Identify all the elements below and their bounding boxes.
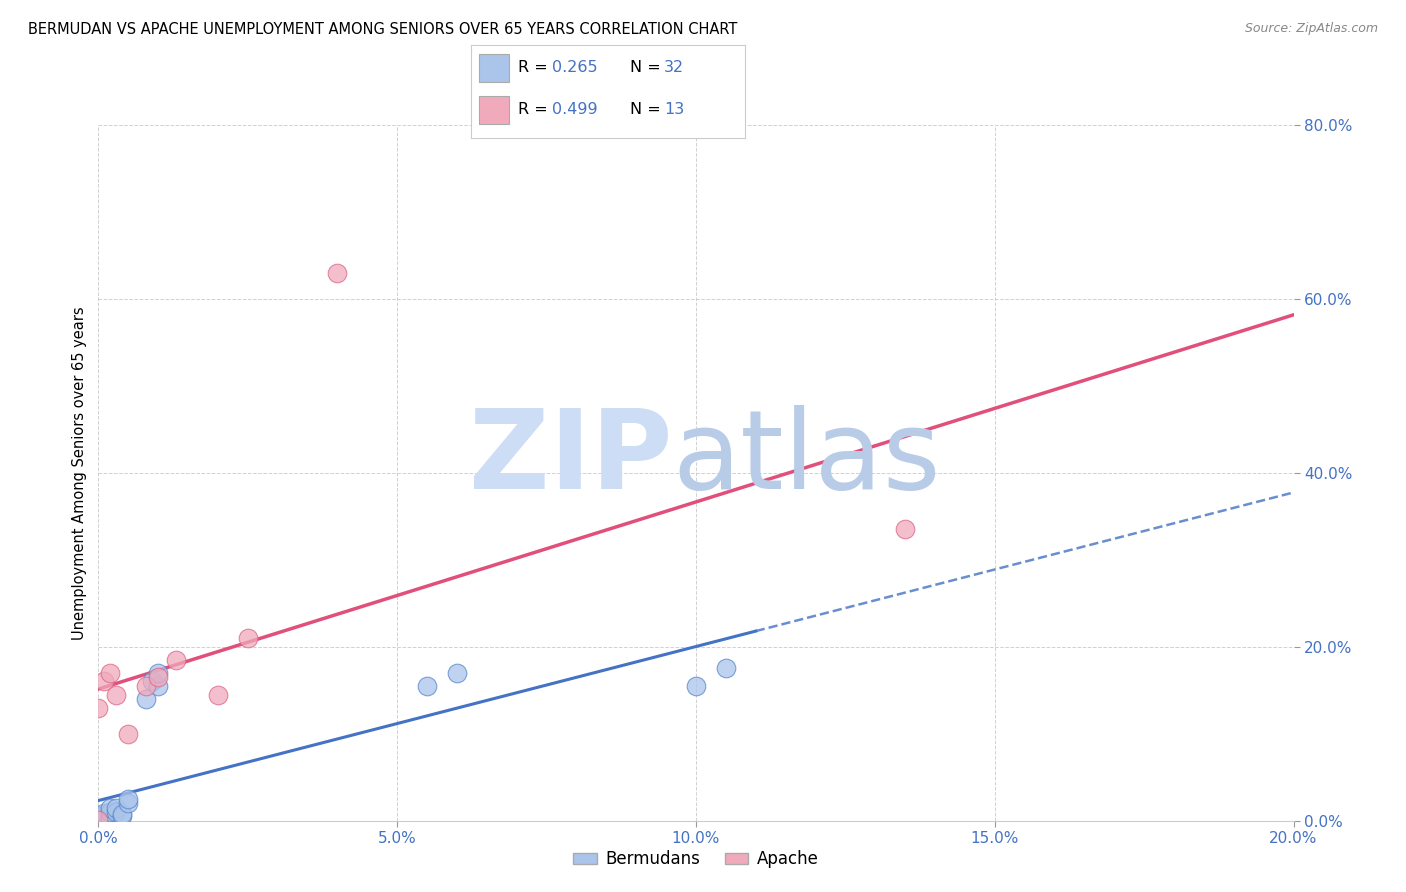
Point [87, 809, 110, 823]
Text: BERMUDAN VS APACHE UNEMPLOYMENT AMONG SENIORS OVER 65 YEARS CORRELATION CHART: BERMUDAN VS APACHE UNEMPLOYMENT AMONG SE… [28, 22, 738, 37]
Text: R =: R = [517, 60, 553, 75]
Text: N =: N = [630, 60, 666, 75]
Point [117, 796, 139, 810]
Point [135, 679, 157, 693]
Text: R =: R = [517, 103, 553, 117]
Text: 0.265: 0.265 [553, 60, 598, 75]
Point [98, 811, 122, 825]
Text: ZIP: ZIP [468, 405, 672, 512]
Point [98, 800, 122, 814]
Point [93, 811, 115, 825]
Point [135, 692, 157, 706]
Point [87, 813, 110, 827]
Legend: Bermudans, Apache: Bermudans, Apache [567, 844, 825, 875]
Point [87, 812, 110, 826]
Text: 0.499: 0.499 [553, 103, 598, 117]
Point [105, 805, 128, 819]
Point [236, 631, 259, 645]
Text: N =: N = [630, 103, 666, 117]
Point [93, 807, 115, 822]
Text: 32: 32 [664, 60, 685, 75]
Point [87, 811, 110, 825]
Point [148, 679, 170, 693]
FancyBboxPatch shape [479, 96, 509, 124]
Point [87, 814, 110, 828]
Point [894, 522, 917, 536]
Point [98, 665, 122, 680]
Point [87, 700, 110, 714]
Point [93, 805, 115, 820]
Point [685, 679, 707, 693]
Point [326, 266, 349, 280]
Y-axis label: Unemployment Among Seniors over 65 years: Unemployment Among Seniors over 65 years [72, 306, 87, 640]
Point [93, 809, 115, 823]
Point [105, 688, 128, 702]
Text: Source: ZipAtlas.com: Source: ZipAtlas.com [1244, 22, 1378, 36]
Point [117, 792, 139, 806]
Point [105, 800, 128, 814]
Point [111, 806, 134, 821]
Text: atlas: atlas [672, 405, 941, 512]
Point [93, 812, 115, 826]
Point [148, 670, 170, 684]
Point [111, 809, 134, 823]
Point [207, 688, 229, 702]
Point [148, 665, 170, 680]
Point [93, 674, 115, 689]
Point [98, 805, 122, 819]
Point [117, 726, 139, 740]
Point [87, 814, 110, 828]
Text: 13: 13 [664, 103, 685, 117]
Point [714, 661, 737, 675]
Point [141, 674, 163, 689]
Point [87, 813, 110, 827]
Point [87, 810, 110, 824]
Point [416, 679, 439, 693]
Point [87, 814, 110, 828]
Point [87, 813, 110, 827]
Point [87, 814, 110, 828]
Point [165, 653, 187, 667]
FancyBboxPatch shape [479, 54, 509, 82]
Point [446, 665, 468, 680]
